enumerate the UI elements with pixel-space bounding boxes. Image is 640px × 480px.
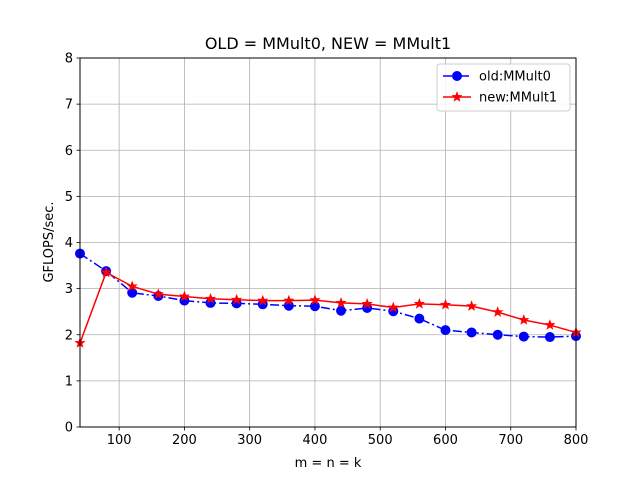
data-point-old-mmult0	[544, 332, 555, 343]
x-tick-label: 400	[303, 433, 328, 448]
y-tick-label: 2	[65, 328, 73, 343]
x-tick-label: 100	[107, 433, 132, 448]
x-tick-label: 200	[172, 433, 197, 448]
data-point-new-mmult1	[335, 297, 347, 308]
legend-label-old-mmult0: old:MMult0	[479, 70, 551, 85]
x-tick-label: 800	[564, 433, 589, 448]
x-tick-label: 300	[237, 433, 262, 448]
data-point-new-mmult1	[204, 292, 217, 304]
data-point-old-mmult0	[414, 313, 425, 324]
y-tick-label: 7	[65, 98, 73, 113]
legend-box	[436, 63, 571, 112]
data-point-new-mmult1	[283, 294, 295, 306]
data-point-old-mmult0	[492, 329, 503, 340]
data-point-new-mmult1	[544, 319, 556, 330]
data-point-old-mmult0	[466, 327, 477, 338]
legend: old:MMult0 new:MMult1	[436, 63, 571, 112]
y-tick-label: 0	[65, 421, 73, 436]
x-tick-label: 700	[498, 433, 523, 448]
data-point-old-mmult0	[309, 301, 320, 312]
x-tick-label: 500	[368, 433, 393, 448]
data-point-new-mmult1	[178, 290, 190, 302]
data-point-old-mmult0	[127, 287, 138, 298]
data-point-new-mmult1	[100, 266, 112, 278]
y-axis-label: GFLOPS/sec.	[42, 201, 57, 282]
data-point-new-mmult1	[257, 294, 269, 306]
series-new-mmult1	[74, 266, 582, 348]
ticks: 100 200 300 400 500 600 700 800 0 1 2 3 4 5 6 7 8	[65, 52, 589, 449]
data-point-old-mmult0	[336, 305, 347, 316]
data-point-new-mmult1	[231, 293, 243, 305]
y-tick-label: 6	[65, 144, 73, 159]
x-axis-label: m = n = k	[295, 456, 362, 471]
data-point-old-mmult0	[440, 325, 451, 336]
series-layer	[74, 248, 582, 348]
data-point-new-mmult1	[492, 306, 504, 317]
data-point-new-mmult1	[413, 297, 425, 309]
legend-label-new-mmult1: new:MMult1	[479, 91, 557, 106]
x-tick-label: 600	[433, 433, 458, 448]
y-tick-label: 3	[65, 282, 73, 297]
y-tick-label: 1	[65, 374, 73, 389]
chart-title: OLD = MMult0, NEW = MMult1	[205, 34, 451, 53]
y-tick-label: 4	[65, 236, 73, 251]
data-point-new-mmult1	[309, 294, 321, 305]
y-tick-label: 8	[65, 52, 73, 67]
legend-marker-new-mmult1	[451, 91, 463, 102]
y-tick-label: 5	[65, 190, 73, 205]
data-point-new-mmult1	[466, 300, 478, 311]
data-point-new-mmult1	[387, 301, 399, 313]
data-point-new-mmult1	[126, 280, 138, 292]
data-point-old-mmult0	[518, 331, 529, 342]
data-point-new-mmult1	[152, 288, 164, 299]
data-point-new-mmult1	[439, 298, 452, 310]
data-point-new-mmult1	[518, 314, 530, 325]
data-point-new-mmult1	[361, 297, 373, 309]
series-old-mmult0	[75, 248, 581, 343]
legend-marker-old-mmult0	[452, 71, 462, 81]
